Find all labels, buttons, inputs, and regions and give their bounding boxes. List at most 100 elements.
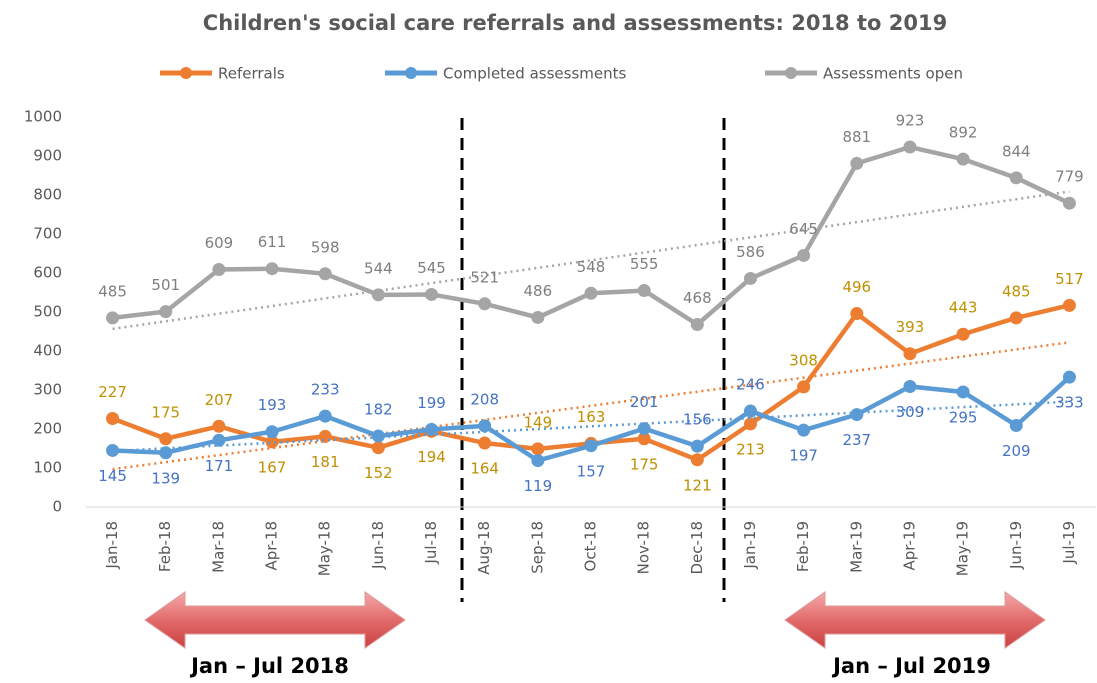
data-label: 121 <box>683 476 712 494</box>
data-point <box>797 248 811 262</box>
data-point <box>637 432 651 446</box>
y-tick-label: 700 <box>33 225 62 243</box>
data-label: 139 <box>151 469 180 487</box>
arrow <box>784 591 1046 649</box>
x-tick-label: Apr-19 <box>900 521 918 571</box>
data-point <box>903 347 917 361</box>
x-tick-label: Sep-18 <box>528 521 546 574</box>
trendline <box>112 341 1070 471</box>
data-point <box>106 411 120 425</box>
x-tick-label: May-18 <box>316 521 334 576</box>
data-point <box>531 442 545 456</box>
y-tick-label: 600 <box>33 264 62 282</box>
data-point <box>1062 298 1076 312</box>
x-tick-label: Aug-18 <box>475 521 493 575</box>
data-label: 779 <box>1055 168 1084 186</box>
data-point <box>265 435 279 449</box>
data-label: 157 <box>577 462 606 480</box>
data-label: 309 <box>896 403 925 421</box>
data-point <box>212 262 226 276</box>
data-point <box>478 419 492 433</box>
data-label: 609 <box>205 234 234 252</box>
data-label: 393 <box>896 318 925 336</box>
data-label: 227 <box>98 383 127 401</box>
y-tick-label: 800 <box>33 186 62 204</box>
y-tick-label: 400 <box>33 342 62 360</box>
data-label: 586 <box>736 243 765 261</box>
arrow <box>144 591 406 649</box>
data-point <box>265 425 279 439</box>
data-point <box>956 385 970 399</box>
data-point <box>690 317 704 331</box>
data-label: 544 <box>364 259 393 277</box>
data-point <box>850 307 864 321</box>
data-point <box>318 409 332 423</box>
data-label: 164 <box>470 460 499 478</box>
data-point <box>531 310 545 324</box>
data-point <box>159 432 173 446</box>
data-point <box>371 288 385 302</box>
data-label: 923 <box>896 112 925 130</box>
data-point <box>956 152 970 166</box>
data-point <box>478 436 492 450</box>
legend-label: Assessments open <box>823 65 963 83</box>
data-label: 501 <box>151 276 180 294</box>
y-tick-label: 200 <box>33 420 62 438</box>
data-point <box>265 262 279 276</box>
x-tick-label: Mar-19 <box>847 521 865 573</box>
data-label: 645 <box>789 220 818 238</box>
data-point <box>1062 370 1076 384</box>
data-label: 182 <box>364 401 393 419</box>
trendline <box>112 190 1070 331</box>
data-point <box>637 422 651 436</box>
x-tick-label: Apr-18 <box>263 521 281 571</box>
data-label: 152 <box>364 464 393 482</box>
data-label: 175 <box>151 403 180 421</box>
data-label: 175 <box>630 455 659 473</box>
data-point <box>318 267 332 281</box>
data-label: 233 <box>311 381 340 399</box>
data-point <box>159 446 173 460</box>
data-point <box>850 408 864 422</box>
x-tick-label: Oct-18 <box>582 521 600 571</box>
data-point <box>797 423 811 437</box>
data-point <box>903 140 917 154</box>
data-point <box>212 433 226 447</box>
data-label: 443 <box>949 299 978 317</box>
x-tick-label: May-19 <box>954 521 972 576</box>
data-label: 545 <box>417 259 446 277</box>
data-label: 486 <box>524 282 553 300</box>
y-tick-label: 300 <box>33 381 62 399</box>
data-point <box>690 439 704 453</box>
trendline <box>112 400 1070 453</box>
data-label: 468 <box>683 289 712 307</box>
y-tick-label: 1000 <box>24 108 62 126</box>
data-point <box>690 453 704 467</box>
data-label: 485 <box>1002 282 1031 300</box>
data-label: 193 <box>258 396 287 414</box>
x-tick-label: Nov-18 <box>635 521 653 574</box>
chart-title: Children's social care referrals and ass… <box>203 11 947 35</box>
data-label: 145 <box>98 467 127 485</box>
legend-label: Completed assessments <box>443 65 626 83</box>
y-tick-label: 100 <box>33 459 62 477</box>
data-label: 555 <box>630 255 659 273</box>
legend-marker <box>785 67 797 79</box>
data-label: 207 <box>205 391 234 409</box>
data-point <box>425 287 439 301</box>
data-label: 308 <box>789 351 818 369</box>
legend-marker <box>180 67 192 79</box>
x-tick-label: Jan-19 <box>741 521 759 570</box>
data-label: 246 <box>736 376 765 394</box>
data-label: 119 <box>524 477 553 495</box>
data-label: 237 <box>842 431 871 449</box>
data-label: 208 <box>470 390 499 408</box>
data-label: 149 <box>524 413 553 431</box>
data-label: 598 <box>311 238 340 256</box>
legend-label: Referrals <box>218 65 285 83</box>
data-label: 496 <box>842 278 871 296</box>
x-tick-label: Jun-18 <box>369 521 387 570</box>
x-tick-label: Dec-18 <box>688 521 706 575</box>
data-label: 892 <box>949 124 978 142</box>
